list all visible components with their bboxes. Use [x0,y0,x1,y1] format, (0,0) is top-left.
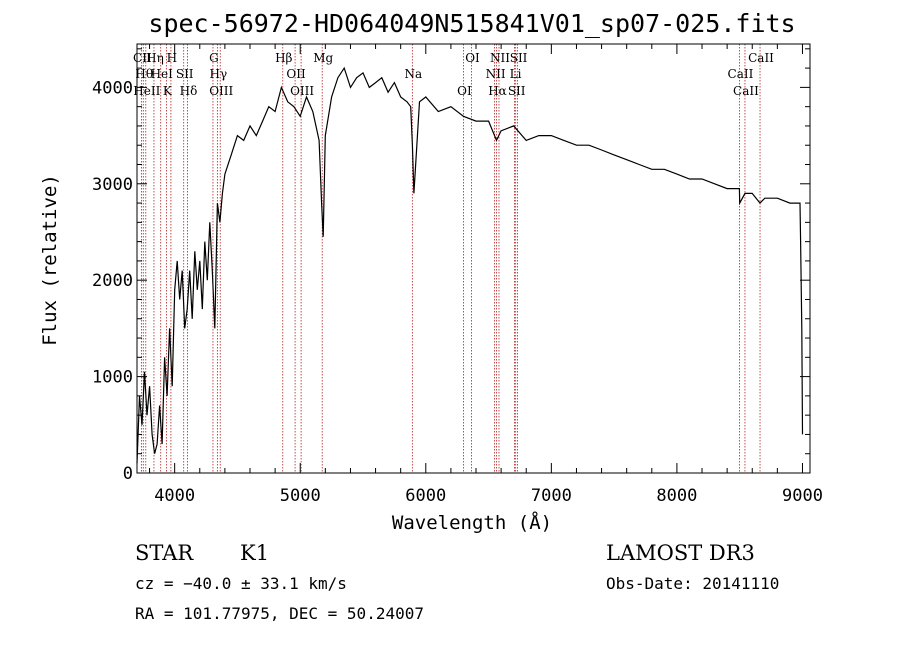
y-axis-label: Flux (relative) [39,174,61,346]
line-label: Mg [313,51,333,65]
object-subclass: K1 [240,541,269,565]
line-label: Na [405,67,423,81]
line-label: OIII [290,84,314,98]
spectrum-line [136,66,804,464]
plot-frame [136,43,811,474]
x-tick-label: 8000 [656,486,697,506]
x-tick-label: 5000 [280,486,321,506]
line-label: H [167,51,177,65]
coordinates: RA = 101.77975, DEC = 50.24007 [135,604,424,623]
line-label: Hθ [135,67,153,81]
line-label: CaII [748,51,774,65]
x-axis-label: Wavelength (Å) [392,511,552,534]
line-label: OII [286,67,306,81]
line-label: SII [176,67,194,81]
survey-name: LAMOST DR3 [606,541,755,565]
object-class: STAR [135,541,194,565]
line-label: HeI [151,67,174,81]
spectral-line-labels: CIIHθHeIIHηHeIKHSIIHδGHγOIIIHβOIIOIIIMgN… [133,51,774,98]
y-axis-ticks: 0 1000 2000 3000 4000 [92,48,810,484]
line-label: SII [508,84,526,98]
line-label: SII [510,51,528,65]
line-label: CaII [728,67,754,81]
line-label: K [163,84,173,98]
line-label: NII [490,51,510,65]
line-label: G [209,51,219,65]
line-label: Li [510,67,522,81]
x-tick-label: 9000 [782,486,823,506]
spectral-line-markers [140,44,761,473]
line-label: NII [486,67,506,81]
line-label: CaII [733,84,759,98]
x-tick-label: 6000 [405,486,446,506]
line-label: CII [133,51,152,65]
line-label: Hγ [210,67,228,81]
x-tick-label: 7000 [531,486,572,506]
line-label: OI [465,51,480,65]
redshift-text: cz = −40.0 ± 33.1 km/s [135,574,347,593]
x-tick-label: 4000 [154,486,195,506]
x-axis-ticks: 4000 5000 6000 7000 8000 9000 [149,44,823,506]
y-tick-label: 3000 [92,175,133,195]
line-label: Hη [146,51,164,65]
chart-title: spec-56972-HD064049N515841V01_sp07-025.f… [148,9,795,38]
y-tick-label: 0 [123,464,133,484]
line-label: Hα [488,84,507,98]
y-tick-label: 2000 [92,271,133,291]
line-label: OI [457,84,472,98]
y-tick-label: 1000 [92,368,133,388]
obs-date: Obs-Date: 20141110 [606,574,779,593]
line-label: OIII [209,84,233,98]
line-label: Hβ [275,51,292,65]
y-tick-label: 4000 [92,78,133,98]
line-label: Hδ [180,84,198,98]
